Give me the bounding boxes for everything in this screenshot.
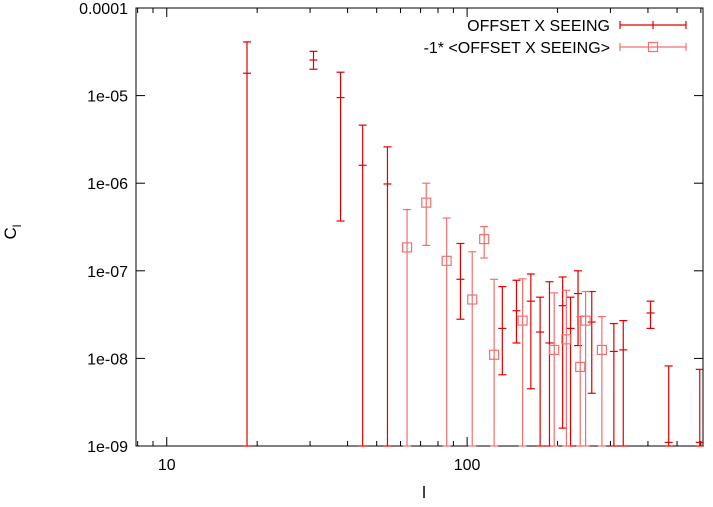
legend-label-2: -1* <OFFSET X SEEING> bbox=[424, 40, 610, 57]
data-point-square bbox=[517, 315, 528, 326]
data-point-square bbox=[479, 234, 490, 245]
legend: OFFSET X SEEING -1* <OFFSET X SEEING> bbox=[424, 18, 687, 57]
y-axis-label-main: C bbox=[1, 227, 20, 239]
axis-ticks: 10 100 1e-09 1e-08 1e-07 1e-06 1e-05 0.0001 bbox=[79, 1, 703, 474]
series-2 bbox=[401, 182, 607, 447]
y-axis-label-subscript: l bbox=[10, 225, 24, 228]
y-tick-label: 1e-07 bbox=[87, 264, 128, 281]
plot-frame bbox=[135, 7, 704, 447]
y-tick-label: 1e-06 bbox=[87, 176, 128, 193]
data-point-square bbox=[467, 294, 478, 305]
data-point-square bbox=[441, 255, 452, 266]
y-tick-label: 1e-09 bbox=[87, 439, 128, 456]
x-axis-label: l bbox=[422, 483, 426, 502]
data-point-square bbox=[489, 349, 500, 360]
y-tick-label: 1e-08 bbox=[87, 351, 128, 368]
data-point-square bbox=[549, 344, 560, 356]
y-tick-label: 0.0001 bbox=[79, 1, 128, 18]
data-point-square bbox=[401, 242, 413, 253]
x-tick-label: 10 bbox=[158, 457, 176, 474]
legend-label-1: OFFSET X SEEING bbox=[467, 18, 610, 35]
legend-marker-square bbox=[647, 41, 659, 53]
series-layer bbox=[242, 41, 704, 447]
data-point-square bbox=[575, 361, 586, 372]
data-point-square bbox=[580, 315, 591, 326]
y-tick-label: 1e-05 bbox=[87, 89, 128, 106]
data-point-square bbox=[561, 334, 572, 345]
series-1 bbox=[242, 41, 704, 447]
data-point-square bbox=[421, 197, 432, 208]
data-point-square bbox=[596, 344, 607, 356]
x-tick-label: 100 bbox=[454, 457, 481, 474]
y-axis-label: Cl bbox=[1, 225, 24, 240]
